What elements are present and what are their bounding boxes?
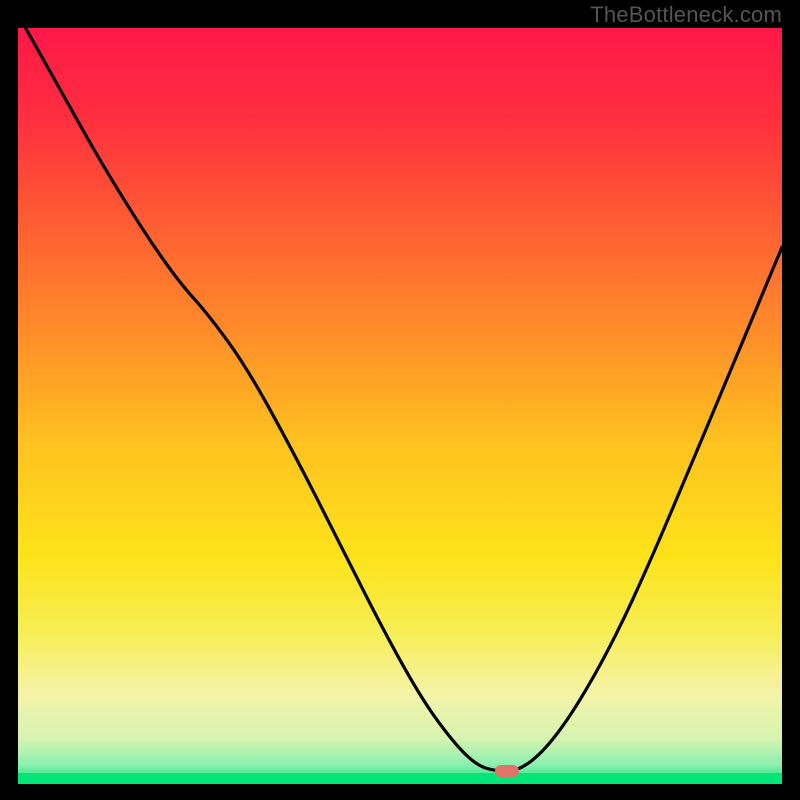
plot-area	[18, 28, 782, 784]
chart-frame: TheBottleneck.com	[0, 0, 800, 800]
bottleneck-curve	[26, 28, 782, 771]
curve-layer	[18, 28, 782, 784]
optimum-marker	[495, 765, 519, 777]
watermark-text: TheBottleneck.com	[590, 2, 782, 28]
